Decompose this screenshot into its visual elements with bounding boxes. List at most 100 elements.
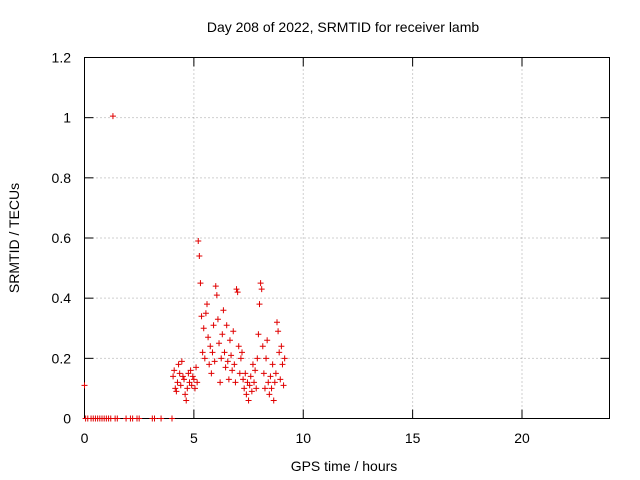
data-point bbox=[182, 391, 189, 398]
data-point bbox=[219, 331, 226, 338]
data-point bbox=[240, 376, 247, 383]
data-point bbox=[170, 373, 177, 380]
data-point bbox=[217, 379, 224, 386]
data-point bbox=[207, 343, 214, 350]
data-point bbox=[178, 358, 185, 365]
data-points bbox=[81, 113, 288, 422]
data-point bbox=[261, 385, 268, 392]
data-point bbox=[237, 355, 244, 362]
data-point bbox=[251, 379, 258, 386]
y-tick-label: 0.4 bbox=[52, 290, 72, 306]
x-tick-label: 5 bbox=[190, 430, 198, 446]
data-point bbox=[246, 382, 253, 389]
data-point bbox=[208, 370, 215, 377]
data-point bbox=[198, 313, 205, 320]
data-point bbox=[271, 379, 278, 386]
tick-layer: 0 0.2 0.4 0.6 0.8 1 1.2 0 5 10 15 20 bbox=[52, 50, 610, 446]
data-point bbox=[269, 361, 276, 368]
y-tick-label: 0.8 bbox=[52, 170, 72, 186]
data-point bbox=[260, 370, 267, 377]
data-point bbox=[243, 391, 250, 398]
data-point bbox=[186, 379, 193, 386]
x-tick-label: 10 bbox=[295, 430, 311, 446]
data-point bbox=[174, 379, 181, 386]
data-point bbox=[210, 322, 217, 329]
data-point bbox=[281, 355, 288, 362]
data-point bbox=[199, 349, 206, 356]
data-point bbox=[171, 367, 178, 374]
data-point bbox=[247, 373, 254, 380]
data-point bbox=[188, 382, 195, 389]
data-point bbox=[249, 361, 256, 368]
data-point bbox=[242, 370, 249, 377]
data-point bbox=[189, 373, 196, 380]
data-point bbox=[218, 355, 225, 362]
data-point bbox=[196, 253, 203, 260]
y-tick-label: 0.2 bbox=[52, 350, 72, 366]
data-point bbox=[233, 286, 240, 293]
data-point bbox=[248, 388, 255, 395]
x-tick-label: 0 bbox=[81, 430, 89, 446]
data-point bbox=[179, 373, 186, 380]
data-point bbox=[185, 370, 192, 377]
data-point bbox=[265, 379, 272, 386]
data-point bbox=[255, 331, 262, 338]
data-point bbox=[263, 355, 270, 362]
data-point bbox=[256, 301, 263, 308]
data-point bbox=[109, 113, 116, 120]
data-point bbox=[114, 415, 121, 422]
data-point bbox=[241, 385, 248, 392]
grid-layer bbox=[84, 57, 610, 419]
data-point bbox=[225, 376, 232, 383]
data-point bbox=[232, 379, 239, 386]
data-point bbox=[277, 376, 284, 383]
data-point bbox=[236, 370, 243, 377]
data-point bbox=[221, 349, 228, 356]
data-point bbox=[213, 292, 220, 299]
data-point bbox=[172, 385, 179, 392]
data-point bbox=[234, 289, 241, 296]
y-tick-label: 0 bbox=[63, 411, 71, 427]
data-point bbox=[252, 367, 259, 374]
y-tick-label: 1 bbox=[63, 110, 71, 126]
data-point bbox=[191, 385, 198, 392]
data-point bbox=[187, 367, 194, 374]
data-point bbox=[175, 361, 182, 368]
data-point bbox=[279, 361, 286, 368]
plot-frame bbox=[84, 57, 610, 419]
data-point bbox=[276, 349, 283, 356]
data-point bbox=[169, 415, 175, 422]
y-tick-label: 1.2 bbox=[52, 50, 72, 66]
data-point bbox=[244, 379, 251, 386]
data-point bbox=[254, 355, 261, 362]
data-point bbox=[211, 358, 218, 365]
data-point bbox=[222, 364, 229, 371]
data-point bbox=[173, 388, 180, 395]
data-point bbox=[204, 301, 210, 308]
data-point bbox=[214, 316, 221, 323]
data-point bbox=[270, 397, 277, 404]
data-point bbox=[257, 280, 264, 287]
data-point bbox=[200, 325, 207, 332]
data-point bbox=[197, 280, 204, 287]
data-point bbox=[206, 361, 213, 368]
data-point bbox=[239, 349, 245, 356]
data-point bbox=[258, 286, 265, 293]
data-point bbox=[212, 283, 219, 290]
data-point bbox=[193, 364, 200, 371]
data-point bbox=[253, 385, 260, 392]
data-point bbox=[190, 376, 197, 383]
x-tick-label: 20 bbox=[514, 430, 530, 446]
data-point bbox=[228, 352, 235, 359]
data-point bbox=[184, 385, 191, 392]
data-point bbox=[235, 343, 242, 350]
data-point bbox=[151, 415, 158, 422]
data-point bbox=[259, 343, 266, 350]
data-point bbox=[216, 340, 223, 347]
data-point bbox=[264, 337, 271, 344]
data-point bbox=[223, 322, 230, 329]
y-axis-label: SRMTID / TECUs bbox=[6, 183, 22, 293]
data-point bbox=[176, 370, 183, 377]
data-point bbox=[230, 328, 237, 335]
